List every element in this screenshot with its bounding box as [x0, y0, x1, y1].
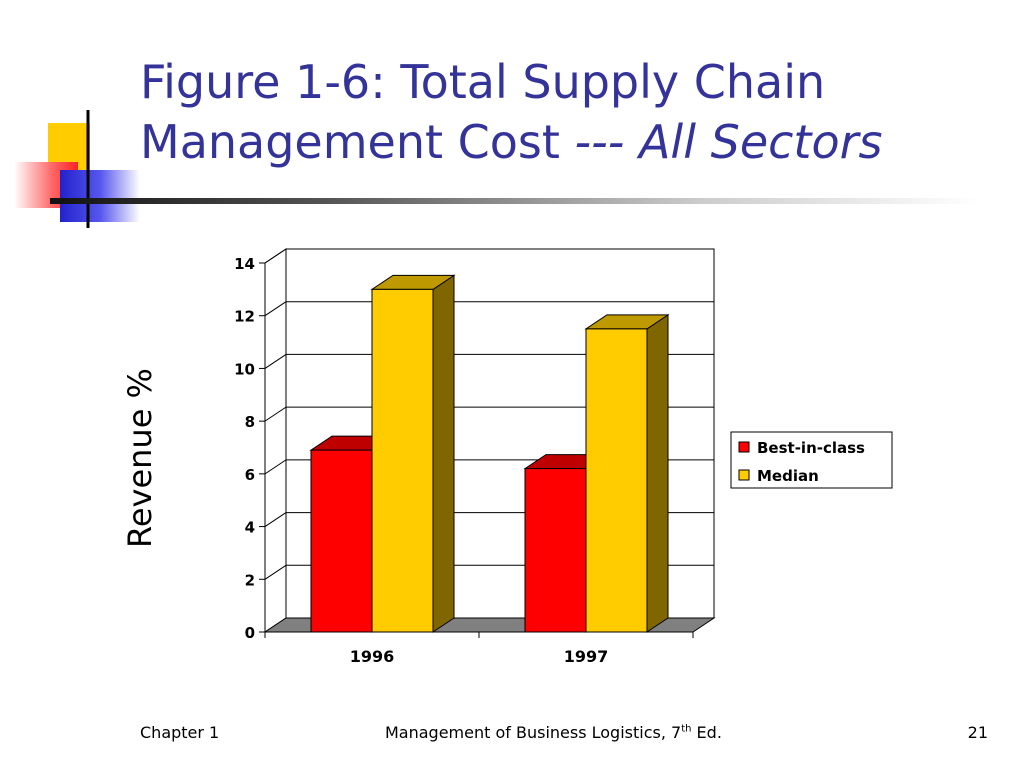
x-tick-label: 1996 — [350, 647, 395, 666]
y-tick-label: 4 — [245, 519, 255, 537]
gridline-side — [264, 459, 287, 475]
gridline-side — [264, 248, 287, 264]
y-tick-label: 6 — [245, 466, 255, 484]
y-tick-label: 8 — [245, 413, 255, 431]
footer-book-prefix: Management of Business Logistics, 7 — [385, 723, 682, 742]
bar — [310, 449, 373, 633]
title-rule — [50, 198, 980, 204]
bar — [524, 468, 587, 633]
title-italic: --- All Sectors — [574, 115, 883, 169]
legend-label: Best-in-class — [757, 439, 865, 457]
bar-side — [432, 274, 455, 633]
footer-book-sup: th — [681, 723, 692, 735]
footer-chapter: Chapter 1 — [140, 723, 220, 742]
x-tick-label: 1997 — [564, 647, 609, 666]
slide-decoration — [14, 110, 140, 228]
bar-side — [646, 313, 669, 633]
y-tick-label: 14 — [234, 255, 255, 273]
legend-swatch — [738, 469, 750, 481]
y-tick-label: 2 — [245, 571, 255, 589]
footer-book-title: Management of Business Logistics, 7th Ed… — [385, 723, 722, 742]
footer-book-suffix: Ed. — [691, 723, 722, 742]
gridline-side — [264, 406, 287, 422]
gridline-side — [264, 301, 287, 317]
gridline-side — [264, 512, 287, 527]
plot-side-wall — [264, 248, 287, 633]
y-tick-label: 0 — [245, 624, 255, 642]
y-tick-label: 12 — [234, 308, 255, 326]
footer-page-number: 21 — [967, 723, 988, 742]
bar-chart: 0 2 4 6 8 10 12 14 1996 1997 Best-in-class Median — [234, 248, 893, 666]
deco-blue-square — [60, 170, 140, 222]
bar — [371, 288, 434, 633]
gridline-side — [264, 564, 287, 580]
gridline-side — [264, 354, 287, 369]
bar — [585, 328, 648, 633]
legend-swatch — [738, 441, 750, 453]
slide-title: Figure 1-6: Total Supply Chain Managemen… — [140, 52, 1010, 172]
title-main: Figure 1-6: Total Supply Chain Managemen… — [140, 55, 826, 169]
legend-label: Median — [757, 467, 819, 485]
legend-box — [730, 431, 893, 489]
y-tick-label: 10 — [234, 360, 255, 378]
